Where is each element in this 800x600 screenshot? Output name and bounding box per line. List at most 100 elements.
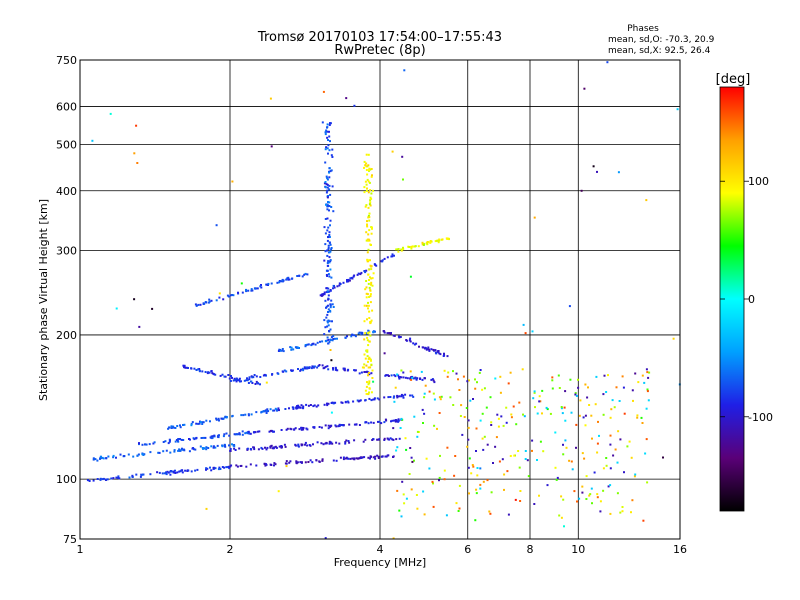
data-point — [318, 426, 321, 428]
data-point — [539, 440, 542, 443]
data-point — [368, 219, 371, 222]
data-point — [467, 466, 470, 469]
data-point — [156, 471, 159, 474]
data-point — [489, 512, 492, 515]
data-point — [277, 407, 280, 410]
data-point — [621, 506, 624, 508]
data-point — [365, 292, 368, 295]
data-point — [623, 412, 626, 415]
data-point — [324, 250, 327, 253]
data-point — [496, 413, 499, 416]
data-point — [392, 537, 395, 540]
data-point — [432, 348, 435, 351]
data-point — [598, 434, 600, 437]
data-point — [331, 156, 334, 158]
data-point — [141, 443, 144, 446]
data-point — [281, 445, 283, 448]
data-point — [410, 488, 413, 491]
data-point — [320, 426, 323, 429]
data-point — [263, 373, 266, 376]
data-point — [363, 363, 366, 366]
data-point — [515, 423, 518, 426]
data-point — [318, 364, 321, 366]
data-point — [342, 367, 345, 370]
data-point — [394, 375, 397, 378]
data-point — [190, 367, 193, 370]
data-point — [94, 458, 97, 461]
data-point — [328, 130, 330, 133]
data-point — [494, 445, 497, 448]
data-point — [215, 417, 218, 420]
data-point — [232, 294, 235, 297]
data-point — [368, 279, 370, 281]
data-point — [139, 475, 142, 478]
data-point — [322, 443, 325, 446]
data-point — [368, 357, 371, 360]
data-point — [471, 464, 474, 466]
data-point — [331, 148, 334, 151]
data-point — [433, 381, 436, 384]
data-point — [367, 456, 370, 459]
data-point — [363, 191, 366, 194]
data-point — [229, 448, 232, 450]
data-point — [503, 488, 505, 491]
data-point — [498, 460, 501, 463]
data-point — [91, 139, 94, 142]
data-point — [363, 186, 366, 189]
data-point — [210, 445, 213, 448]
data-point — [400, 515, 403, 518]
data-point — [277, 350, 280, 352]
data-point — [178, 470, 181, 473]
data-point — [326, 365, 329, 368]
data-point — [621, 375, 624, 378]
data-point — [622, 386, 625, 389]
data-point — [221, 466, 224, 468]
data-point — [254, 431, 257, 434]
data-point — [646, 371, 649, 374]
data-point — [360, 331, 363, 334]
data-point — [332, 287, 334, 290]
data-point — [327, 260, 330, 263]
data-point — [195, 436, 198, 439]
data-point — [311, 461, 314, 464]
data-point — [99, 455, 102, 458]
data-point — [332, 367, 334, 370]
data-point — [166, 470, 169, 473]
data-point — [367, 153, 370, 156]
data-point — [296, 275, 299, 277]
data-point — [363, 304, 366, 307]
data-point — [617, 171, 620, 174]
data-point — [354, 335, 357, 338]
data-point — [488, 510, 491, 513]
data-point — [267, 410, 270, 413]
data-point — [422, 244, 425, 246]
y-tick-label: 750 — [56, 54, 77, 67]
data-point — [597, 420, 599, 423]
data-point — [151, 307, 154, 310]
data-point — [538, 400, 541, 403]
data-point — [366, 381, 368, 384]
data-point — [133, 298, 136, 301]
data-point — [367, 282, 370, 285]
data-point — [476, 474, 479, 477]
data-point — [400, 376, 403, 379]
data-point — [316, 441, 319, 444]
data-point — [384, 455, 387, 458]
data-point — [247, 430, 250, 433]
data-point — [364, 205, 367, 208]
data-point — [401, 155, 404, 158]
data-point — [413, 343, 416, 346]
data-point — [372, 438, 375, 441]
data-point — [325, 291, 328, 294]
data-point — [422, 422, 424, 424]
data-point — [413, 415, 416, 418]
data-point — [526, 459, 529, 462]
data-point — [182, 364, 185, 367]
data-point — [201, 423, 204, 425]
data-point — [318, 460, 321, 463]
data-point — [389, 396, 392, 398]
data-point — [274, 445, 277, 448]
data-point — [215, 418, 218, 421]
data-point — [364, 389, 367, 392]
data-point — [205, 448, 208, 451]
